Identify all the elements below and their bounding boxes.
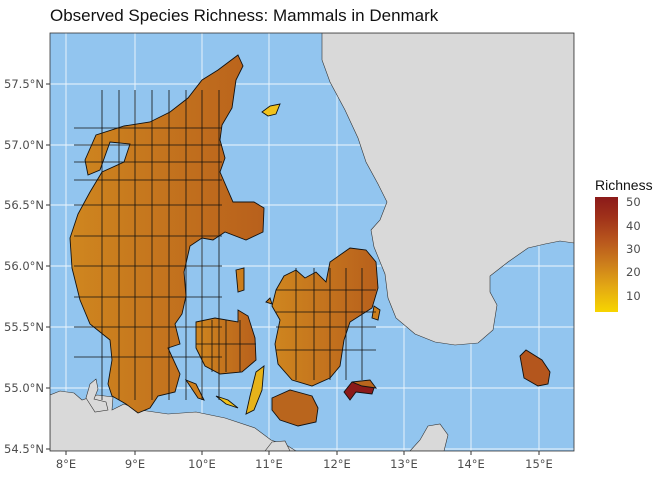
island-small-3 <box>265 297 273 305</box>
legend-tick-label: 30 <box>626 242 641 256</box>
y-tick-label: 54.5°N <box>4 442 44 456</box>
y-tick-label: 55.5°N <box>4 320 44 334</box>
x-tick-label: 10°E <box>188 457 216 471</box>
legend-title: Richness <box>595 177 653 193</box>
x-tick-label: 9°E <box>125 457 145 471</box>
y-tick-label: 56.5°N <box>4 198 44 212</box>
island-langeland <box>245 365 265 415</box>
x-tick-label: 13°E <box>390 457 418 471</box>
region-bornholm <box>519 349 551 387</box>
x-tick-label: 11°E <box>255 457 283 471</box>
region-lolland <box>271 389 319 427</box>
legend-tick-label: 20 <box>626 265 641 279</box>
richness-grid <box>74 90 376 400</box>
x-tick-label: 12°E <box>323 457 351 471</box>
region-zealand <box>271 247 379 387</box>
region-jutland <box>69 54 265 414</box>
island-small-1 <box>184 379 205 401</box>
plot-border <box>49 32 575 452</box>
island-small-2 <box>371 305 381 321</box>
legend-tick-label: 50 <box>626 195 641 209</box>
x-tick-label: 14°E <box>457 457 485 471</box>
island-laeso <box>261 103 281 117</box>
german-coast-east <box>409 423 449 451</box>
sylt-island <box>85 378 109 413</box>
y-tick-label: 55.0°N <box>4 381 44 395</box>
y-tick-label: 56.0°N <box>4 259 44 273</box>
y-tick-label: 57.5°N <box>4 77 44 91</box>
germany-landmass <box>50 390 297 451</box>
island-samso <box>235 267 245 293</box>
region-mon <box>351 379 378 389</box>
y-axis: 57.5°N 57.0°N 56.5°N 56.0°N 55.5°N 55.0°N 54.5… <box>4 77 50 456</box>
x-axis: 8°E 9°E 10°E 11°E 12°E 13°E 14°E 15°E <box>56 451 553 471</box>
legend-colorbar <box>595 197 618 312</box>
x-tick-label: 8°E <box>56 457 76 471</box>
legend-tick-label: 10 <box>626 289 641 303</box>
chart-title: Observed Species Richness: Mammals in De… <box>50 6 439 25</box>
x-tick-label: 15°E <box>525 457 553 471</box>
legend-tick-label: 40 <box>626 219 641 233</box>
y-tick-label: 57.0°N <box>4 138 44 152</box>
island-aero <box>215 395 239 409</box>
sweden-landmass <box>321 33 574 346</box>
fehmarn-island <box>264 440 291 451</box>
